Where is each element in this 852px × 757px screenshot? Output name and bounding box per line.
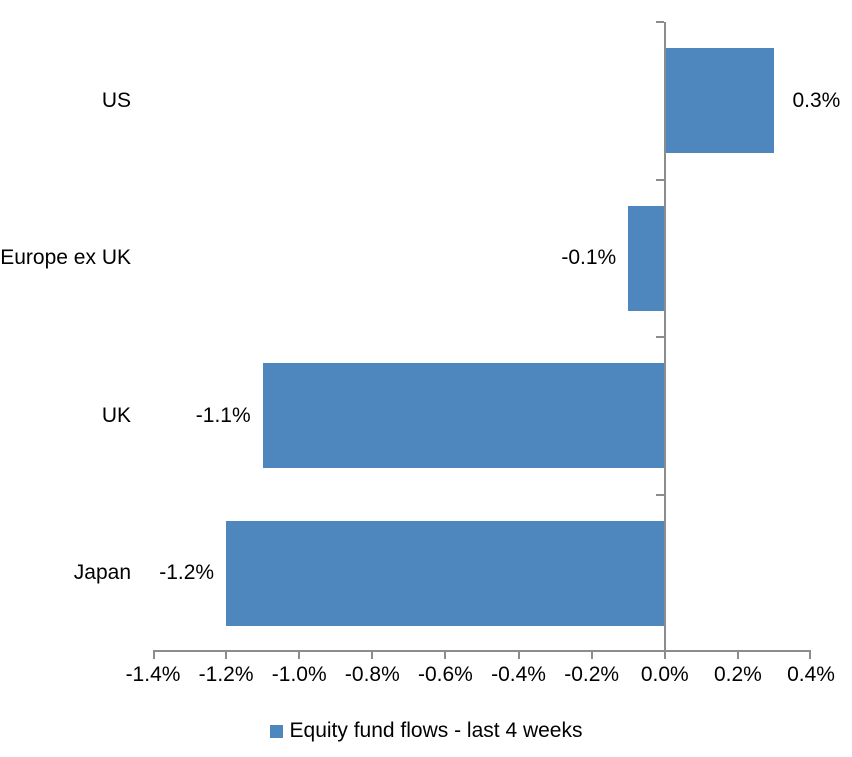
- value-label-europe-ex-uk: -0.1%: [561, 246, 617, 270]
- x-axis-tick: [225, 650, 228, 659]
- bar-us: [664, 48, 775, 154]
- x-axis-tick: [590, 650, 593, 659]
- x-axis-tick: [663, 650, 666, 659]
- value-label-uk: -1.1%: [195, 403, 251, 427]
- y-axis-tick: [655, 650, 664, 652]
- bar-japan: [226, 520, 665, 626]
- y-axis-tick: [655, 21, 664, 23]
- x-axis-tick: [371, 650, 374, 659]
- x-axis-tick-label: -0.4%: [491, 663, 546, 686]
- x-axis-tick: [444, 650, 447, 659]
- x-axis-tick-label: -1.0%: [271, 663, 327, 686]
- y-axis-tick: [655, 336, 664, 338]
- category-label-us: US: [101, 88, 131, 112]
- legend: Equity fund flows - last 4 weeks: [0, 719, 852, 743]
- category-label-uk: UK: [101, 403, 131, 427]
- x-axis-tick: [809, 650, 811, 659]
- x-axis-tick: [517, 650, 520, 659]
- legend-swatch-icon: [269, 724, 283, 738]
- bar-europe-ex-uk: [628, 205, 665, 311]
- x-axis-line: [153, 650, 811, 652]
- y-axis-tick: [655, 179, 664, 181]
- x-axis-tick: [736, 650, 739, 659]
- y-axis-zero-line: [663, 22, 666, 652]
- category-label-japan: Japan: [73, 561, 131, 585]
- plot-area: 0.3% -0.1% -1.1% -1.2% -1.4% -1.2% -1.0% -0.8%…: [126, 21, 840, 686]
- legend-label: Equity fund flows - last 4 weeks: [289, 719, 583, 742]
- y-axis-tick: [655, 494, 664, 496]
- x-axis-tick-label: -0.6%: [418, 663, 473, 686]
- x-axis-tick-label: -0.8%: [344, 663, 400, 686]
- x-axis-tick-label: -1.4%: [125, 663, 181, 686]
- x-axis-tick: [298, 650, 301, 659]
- x-axis-tick-label: 0.2%: [713, 663, 762, 686]
- value-label-us: 0.3%: [792, 88, 841, 112]
- x-axis-tick-label: 0.0%: [640, 663, 689, 686]
- value-label-japan: -1.2%: [159, 561, 215, 585]
- x-axis-tick-label: 0.4%: [787, 663, 835, 686]
- x-axis-tick-label: -1.2%: [198, 663, 254, 686]
- x-axis-tick: [153, 650, 155, 659]
- category-label-europe-ex-uk: Europe ex UK: [0, 246, 131, 270]
- bar-uk: [262, 363, 665, 469]
- x-axis-tick-label: -0.2%: [564, 663, 620, 686]
